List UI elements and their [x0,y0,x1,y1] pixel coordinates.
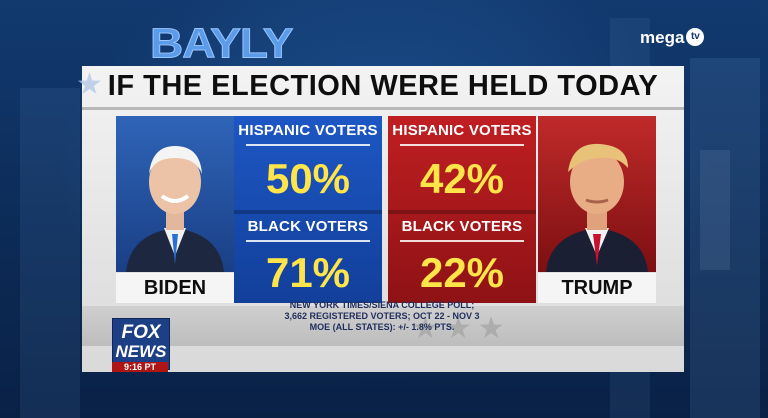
star-icon: ★ [76,68,103,101]
candidate-portrait-icon [126,146,224,272]
label-underline [400,240,524,242]
backdrop-building [700,150,730,270]
show-logo: BAYLY [149,19,293,67]
source-line: MOE (ALL STATES): +/- 1.8% PTS. [309,322,455,332]
left-candidate-name: BIDEN [116,273,234,303]
network-logo: FOX NEWS [112,318,170,370]
channel-logo-word: mega [640,27,685,47]
right-black-value: 22% [419,249,505,296]
graphic-headline: IF THE ELECTION WERE HELD TODAY [107,70,659,102]
source-line: NEW YORK TIMES/SIENA COLLEGE POLL; [289,300,475,310]
headline-divider [82,107,684,110]
source-line: 3,662 REGISTERED VOTERS; OCT 22 - NOV 3 [284,311,480,321]
poll-graphic: ★ IF THE ELECTION WERE HELD TODAY BIDEN … [76,66,684,372]
source-footer [82,306,684,346]
right-black-label: BLACK VOTERS [401,218,523,235]
right-candidate-photo [538,116,656,272]
label-underline [246,144,370,146]
right-hispanic-value: 42% [419,155,505,202]
left-black-value: 71% [265,249,351,296]
label-underline [400,144,524,146]
time-readout: 9:16 PT [112,362,168,372]
candidate-portrait-icon [546,143,648,272]
stars-icon: ★★★ [412,312,511,345]
left-results-column: HISPANIC VOTERS 50% BLACK VOTERS 71% [234,116,382,303]
network-logo-line2: NEWS [115,342,167,361]
channel-logo: mega tv [640,27,705,47]
segment-divider [234,210,382,214]
left-candidate-photo [116,116,234,272]
label-underline [246,240,370,242]
segment-divider [388,210,536,214]
right-candidate-name: TRUMP [538,273,656,303]
poll-source: NEW YORK TIMES/SIENA COLLEGE POLL; 3,662… [232,300,532,333]
backdrop-building [690,58,760,418]
left-black-label: BLACK VOTERS [247,218,369,235]
right-hispanic-label: HISPANIC VOTERS [392,122,532,139]
left-hispanic-label: HISPANIC VOTERS [238,122,378,139]
left-hispanic-value: 50% [265,155,351,202]
backdrop-building [20,88,80,418]
right-results-column: HISPANIC VOTERS 42% BLACK VOTERS 22% [388,116,536,303]
channel-logo-badge: tv [686,28,705,46]
network-logo-line1: FOX [121,322,161,343]
